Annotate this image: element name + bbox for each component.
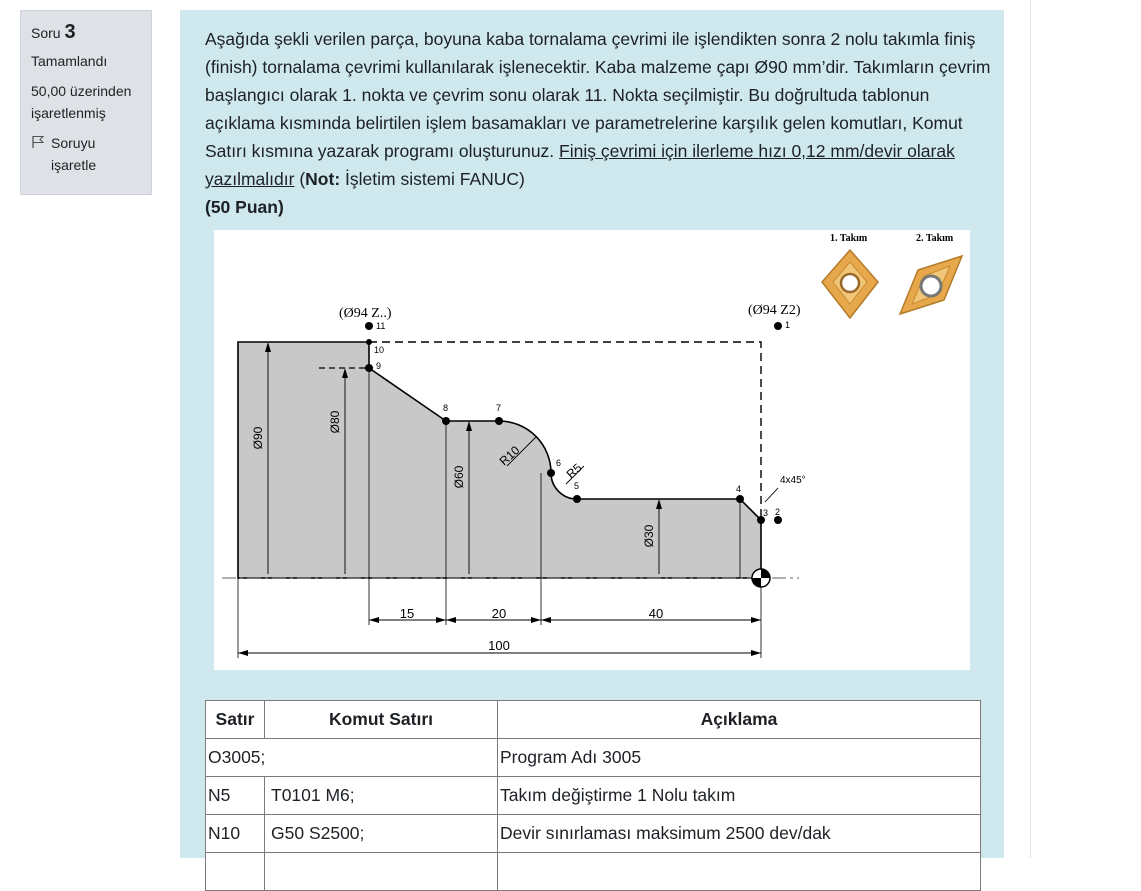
question-text: Aşağıda şekli verilen parça, boyuna kaba… — [205, 25, 995, 221]
dia-90-label: Ø90 — [251, 426, 265, 449]
table-row: O3005; Program Adı 3005 — [205, 738, 981, 777]
table-header-row: Satır Komut Satırı Açıklama — [205, 700, 981, 739]
desc-cell: Program Adı 3005 — [497, 738, 981, 777]
question-points: (50 Puan) — [205, 197, 284, 217]
table-row: N5 T0101 M6; Takım değiştirme 1 Nolu tak… — [205, 776, 981, 815]
command-cell[interactable]: T0101 M6; — [264, 776, 498, 815]
header-komut-satiri: Komut Satırı — [264, 700, 498, 739]
question-number-value: 3 — [64, 21, 76, 43]
page-divider — [1030, 0, 1031, 858]
line-cell — [205, 852, 265, 891]
question-info-box: Soru 3 Tamamlandı 50,00 üzerinden işaret… — [20, 10, 152, 195]
point-11-label: 11 — [376, 321, 385, 331]
command-cell[interactable]: G50 S2500; — [264, 814, 498, 853]
point-8-label: 8 — [443, 403, 448, 413]
point-5-label: 5 — [574, 481, 579, 491]
line-cell: N5 — [205, 776, 265, 815]
question-content: Aşağıda şekli verilen parça, boyuna kaba… — [180, 10, 1004, 891]
table-row — [205, 852, 981, 891]
flag-question-link[interactable]: Soruyu işaretle — [31, 132, 141, 176]
tool-2-label: 2. Takım — [916, 233, 954, 244]
dia-30-label: Ø30 — [642, 524, 656, 547]
len-15-label: 15 — [400, 606, 414, 621]
chamfer-label: 4x45° — [780, 475, 806, 486]
question-number: Soru 3 — [31, 21, 141, 44]
question-note-label: Not: — [305, 169, 341, 189]
desc-cell — [497, 852, 981, 891]
question-note-text: İşletim sistemi FANUC) — [340, 169, 525, 189]
dia-60-label: Ø60 — [452, 465, 466, 488]
start-point-label: (Ø94 Z2) — [748, 303, 801, 318]
len-20-label: 20 — [492, 606, 506, 621]
line-cell: O3005; — [205, 738, 498, 777]
dia-80-label: Ø80 — [328, 410, 342, 433]
desc-cell: Takım değiştirme 1 Nolu takım — [497, 776, 981, 815]
point-6-label: 6 — [556, 458, 561, 468]
workpiece-zero-icon — [751, 568, 771, 588]
question-text-main: Aşağıda şekli verilen parça, boyuna kaba… — [205, 29, 991, 161]
question-note-open: ( — [294, 169, 306, 189]
point-3-label: 3 — [763, 508, 768, 518]
raw-material-outline — [369, 341, 762, 520]
point-4-label: 4 — [736, 484, 741, 494]
technical-drawing: Ø90 Ø80 Ø60 Ø30 R10 R5 4x45° 15 20 40 10… — [214, 230, 970, 670]
point-7-label: 7 — [496, 403, 501, 413]
point-2-label: 2 — [775, 507, 780, 517]
tool-2-insert-icon — [898, 254, 964, 316]
point-9-label: 9 — [376, 361, 381, 371]
end-point-label: (Ø94 Z..) — [339, 306, 392, 321]
len-40-label: 40 — [649, 606, 663, 621]
point-1-label: 1 — [785, 320, 790, 330]
header-satir: Satır — [205, 700, 265, 739]
header-aciklama: Açıklama — [497, 700, 981, 739]
program-table: Satır Komut Satırı Açıklama O3005; Progr… — [205, 700, 981, 891]
tool-1-label: 1. Takım — [830, 233, 868, 244]
line-cell: N10 — [205, 814, 265, 853]
tool-1-insert-icon — [821, 248, 879, 320]
desc-cell: Devir sınırlaması maksimum 2500 dev/dak — [497, 814, 981, 853]
question-state: Tamamlandı — [31, 53, 108, 69]
table-row: N10 G50 S2500; Devir sınırlaması maksimu… — [205, 814, 981, 853]
point-10-label: 10 — [374, 345, 384, 355]
radius-5-label: R5 — [564, 460, 585, 481]
question-label: Soru — [31, 25, 61, 41]
len-100-label: 100 — [488, 638, 510, 653]
flag-icon — [32, 135, 45, 148]
command-cell[interactable] — [264, 852, 498, 891]
question-text-underlined: Finiş çevrimi için ilerleme hızı 0,12 mm… — [205, 141, 955, 189]
question-grade: 50,00 üzerinden işaretlenmiş — [31, 83, 132, 121]
flag-question-label[interactable]: Soruyu işaretle — [51, 135, 97, 173]
